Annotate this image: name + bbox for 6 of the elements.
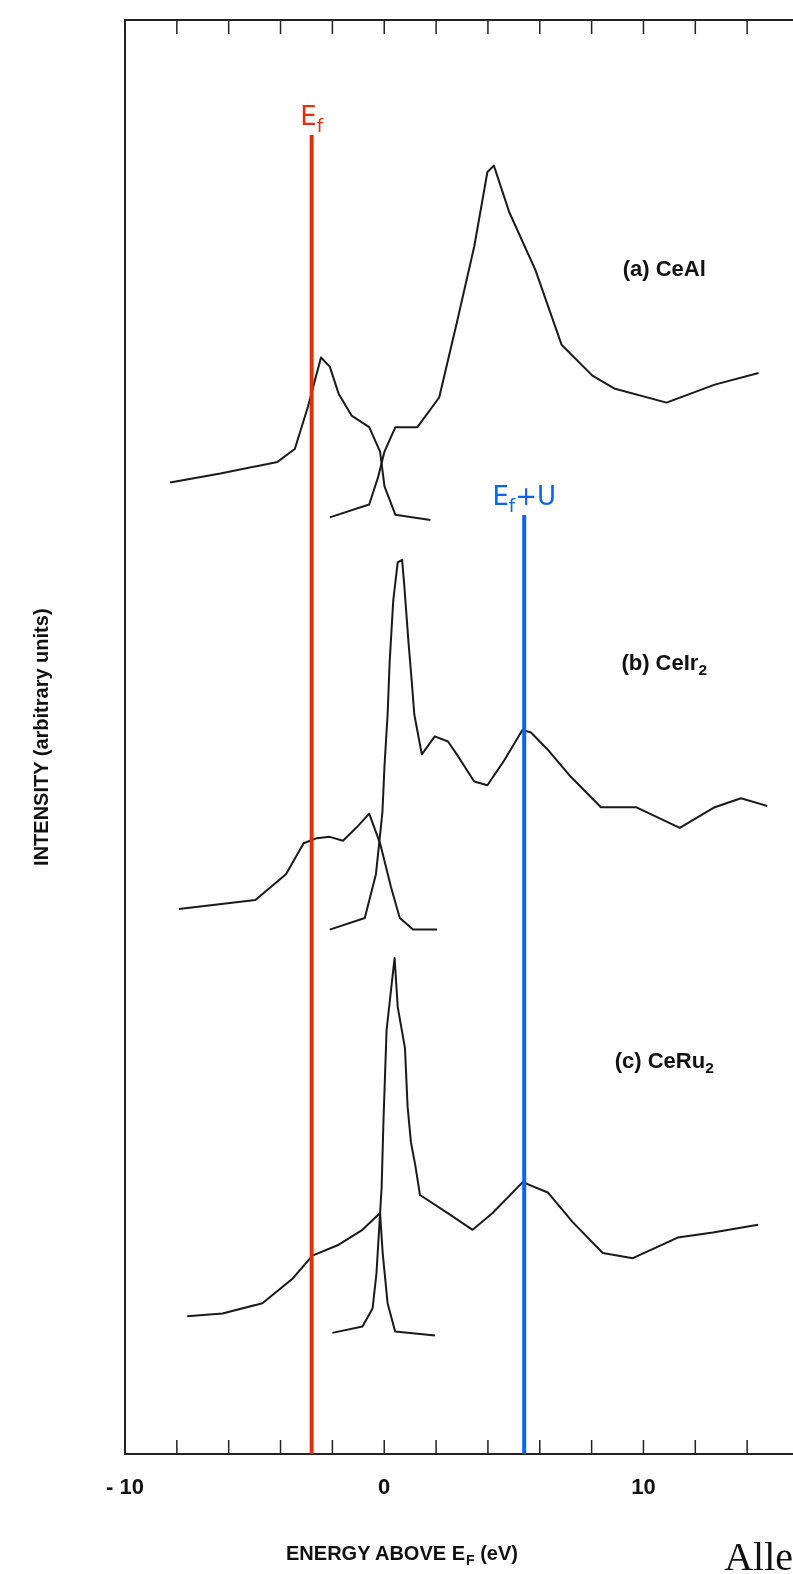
x-tick-label: 0 — [378, 1474, 391, 1499]
y-axis-title: INTENSITY (arbitrary units) — [30, 608, 52, 866]
x-tick-label: - 10 — [106, 1474, 144, 1499]
text: Alle — [724, 1534, 793, 1574]
x-tick-label: 10 — [631, 1474, 656, 1499]
annotation: (a) CeAl — [622, 255, 706, 281]
